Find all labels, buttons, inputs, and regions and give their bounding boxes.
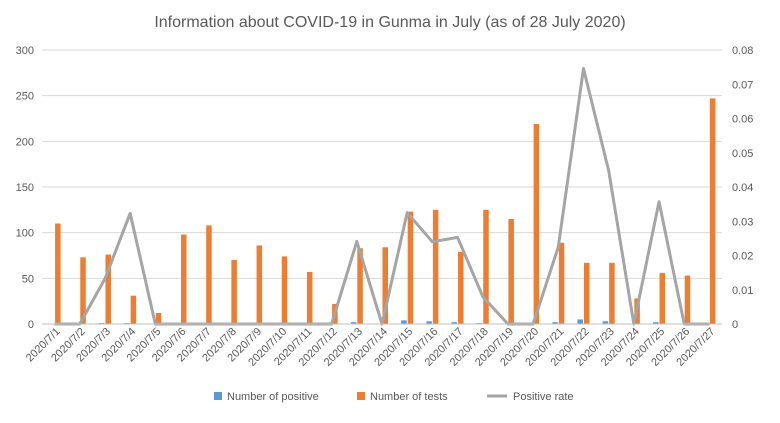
bar-number-of-tests xyxy=(458,251,464,324)
bar-number-of-tests xyxy=(281,256,288,324)
bar-number-of-tests xyxy=(709,98,716,324)
bar-number-of-tests xyxy=(684,275,691,324)
bar-number-of-tests xyxy=(533,123,540,324)
y-left-tick-label: 300 xyxy=(16,45,34,57)
y-right-tick-label: 0.06 xyxy=(732,114,753,126)
bar-number-of-positive xyxy=(577,319,583,324)
y-left-tick-label: 100 xyxy=(16,228,34,240)
y-right-tick-label: 0.08 xyxy=(732,45,753,57)
bar-number-of-tests xyxy=(256,245,263,324)
legend: Number of positive Number of tests Positiv… xyxy=(214,391,574,403)
bar-number-of-tests xyxy=(155,313,162,324)
bar-number-of-tests xyxy=(483,209,489,324)
bar-number-of-tests xyxy=(382,247,388,324)
bar-number-of-tests xyxy=(609,262,615,324)
bar-number-of-tests xyxy=(181,234,187,324)
y-left-tick-label: 250 xyxy=(16,91,34,103)
y-right-tick-label: 0.04 xyxy=(732,182,753,194)
legend-label: Number of positive xyxy=(227,391,319,403)
bar-number-of-tests xyxy=(508,218,514,324)
bar-number-of-positive xyxy=(350,322,357,324)
bar-number-of-positive xyxy=(552,322,558,324)
bar-number-of-tests xyxy=(432,209,439,324)
legend-swatch xyxy=(357,392,365,400)
y-right-tick-label: 0.01 xyxy=(732,285,753,297)
bar-number-of-tests xyxy=(231,260,237,324)
bar-number-of-tests xyxy=(659,272,666,324)
bar-number-of-tests xyxy=(130,295,137,324)
y-left-tick-label: 200 xyxy=(16,136,34,148)
bar-number-of-tests xyxy=(407,211,414,324)
y-right-tick-label: 0.05 xyxy=(732,148,753,160)
bar-number-of-positive xyxy=(451,322,458,324)
legend-label: Positive rate xyxy=(513,391,574,403)
chart-title: Information about COVID-19 in Gunma in J… xyxy=(154,14,625,31)
bar-number-of-tests xyxy=(558,242,565,324)
bar-number-of-positive xyxy=(602,321,609,324)
bar-number-of-tests xyxy=(306,271,313,324)
y-left-tick-label: 150 xyxy=(16,182,34,194)
bar-number-of-tests xyxy=(357,248,363,324)
y-right-tick-label: 0.02 xyxy=(732,251,753,263)
bar-number-of-tests xyxy=(55,223,61,324)
bar-number-of-positive xyxy=(426,321,432,324)
y-right-tick-label: 0.03 xyxy=(732,216,753,228)
y-right-tick-label: 0 xyxy=(732,319,738,331)
bar-number-of-tests xyxy=(105,254,111,324)
bar-number-of-tests xyxy=(80,257,86,324)
bar-number-of-positive xyxy=(653,322,659,324)
y-left-tick-label: 50 xyxy=(22,273,34,285)
y-left-tick-label: 0 xyxy=(28,319,34,331)
y-right-tick-label: 0.07 xyxy=(732,79,753,91)
bar-number-of-tests xyxy=(206,225,212,324)
bar-number-of-positive xyxy=(401,320,407,324)
legend-label: Number of tests xyxy=(370,391,448,403)
legend-swatch xyxy=(214,392,222,400)
bar-number-of-tests xyxy=(583,262,590,324)
